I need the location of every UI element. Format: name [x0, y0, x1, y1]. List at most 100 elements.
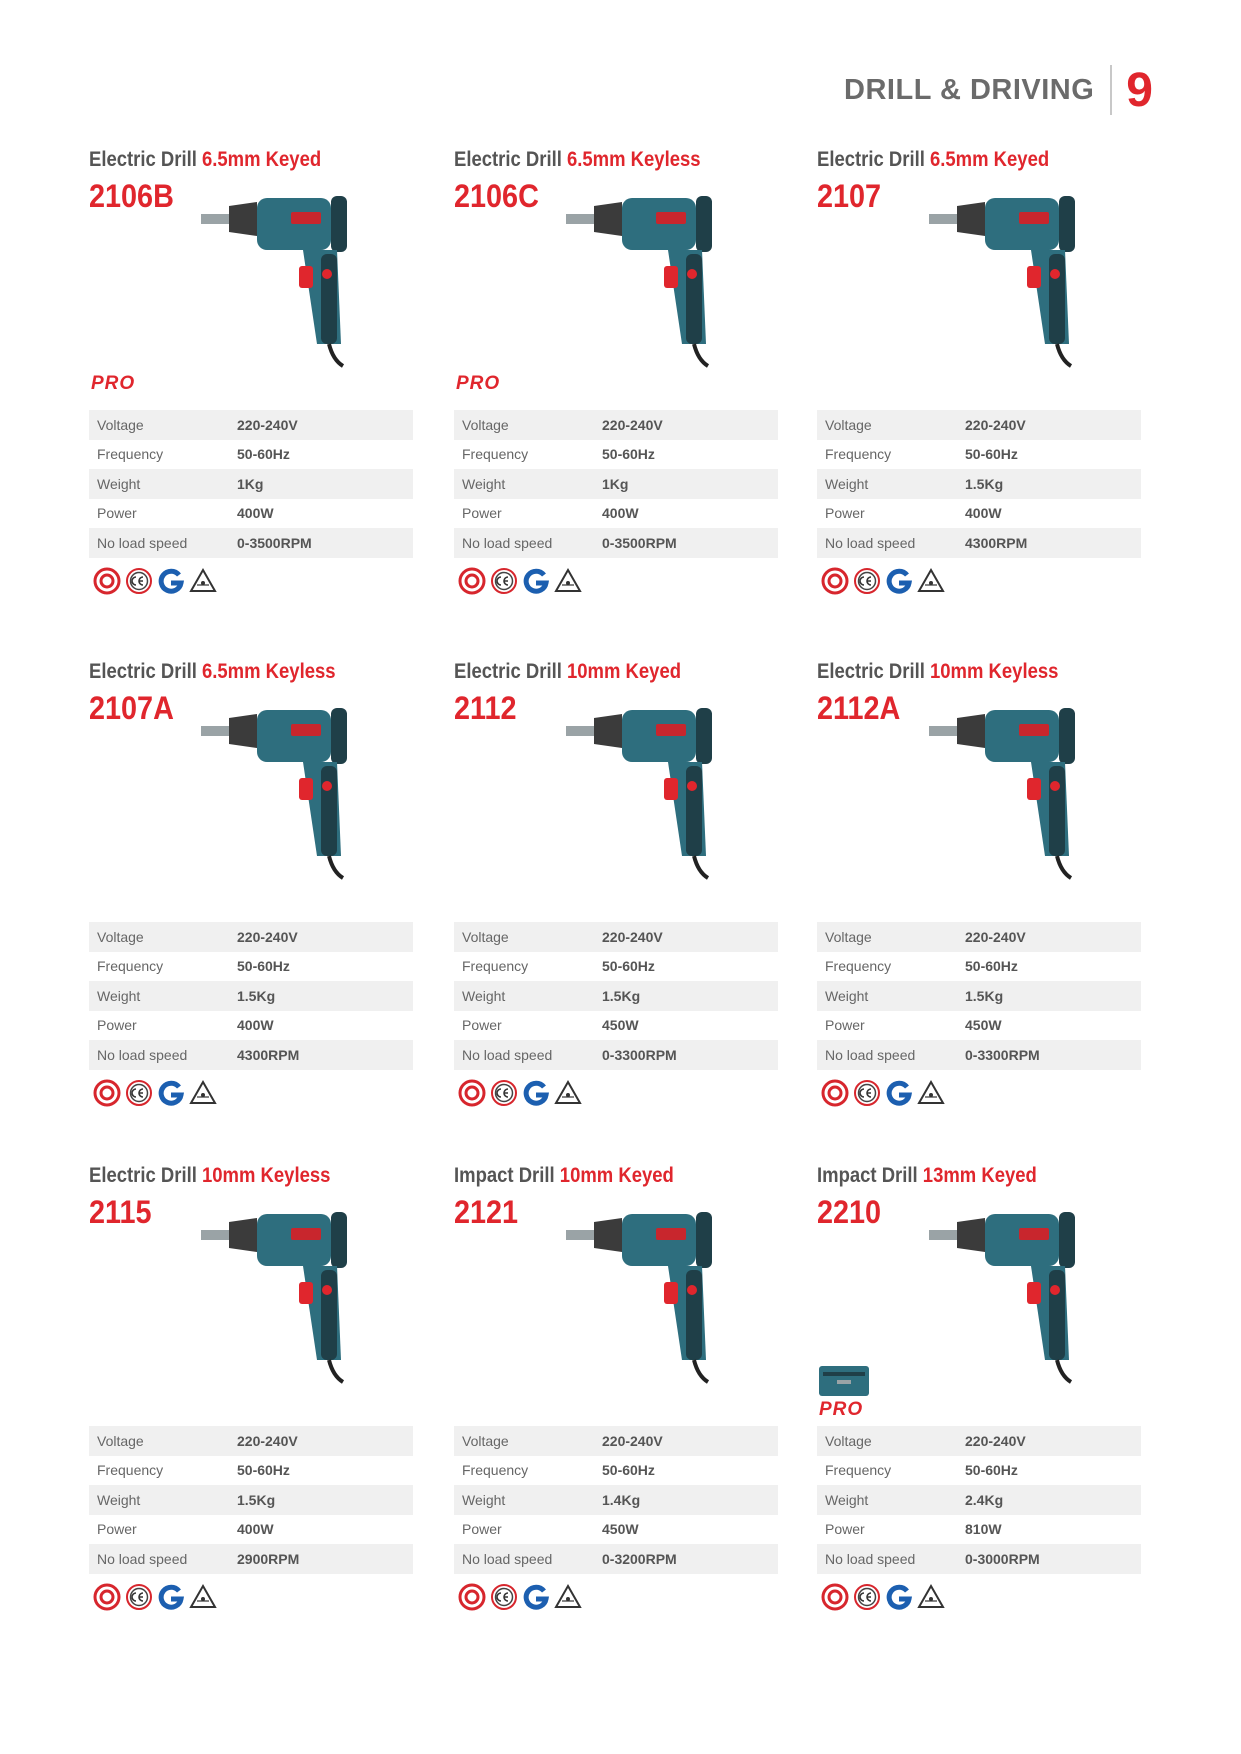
spec-value: 220-240V — [965, 1432, 1026, 1449]
spec-value: 50-60Hz — [602, 958, 655, 975]
spec-value: 220-240V — [965, 416, 1026, 433]
spec-row-frequency: Frequency 50-60Hz — [454, 440, 778, 470]
spec-value: 1Kg — [237, 475, 264, 492]
spec-label: Voltage — [97, 928, 144, 945]
certification-icons — [821, 1078, 945, 1108]
product-spec: 10mm Keyless — [201, 1164, 331, 1187]
spec-label: Voltage — [97, 1432, 144, 1449]
ccc-cert-icon — [93, 1079, 121, 1107]
spec-label: Power — [825, 1017, 865, 1034]
product-spec: 13mm Keyed — [922, 1164, 1037, 1187]
spec-label: Power — [97, 1017, 137, 1034]
product-type: Electric Drill — [817, 660, 925, 683]
spec-label: Frequency — [825, 1462, 892, 1479]
product-spec: 10mm Keyed — [566, 660, 682, 683]
drill-icon — [199, 706, 409, 881]
spec-label: No load speed — [825, 1550, 916, 1567]
g-mark-cert-icon — [158, 568, 185, 594]
spec-value: 50-60Hz — [237, 446, 290, 463]
ccc-cert-icon — [821, 1583, 849, 1611]
spec-table: Voltage 220-240V Frequency 50-60Hz Weight 1.5… — [454, 922, 778, 1070]
spec-value: 50-60Hz — [965, 446, 1018, 463]
spec-row-power: Power 400W — [89, 499, 413, 529]
product-spec: 10mm Keyless — [929, 660, 1059, 683]
spec-value: 810W — [965, 1521, 1002, 1538]
product-model: 2106B — [89, 178, 174, 214]
g-mark-cert-icon — [886, 568, 913, 594]
g-mark-cert-icon — [886, 1584, 913, 1610]
spec-value: 220-240V — [602, 1432, 663, 1449]
spec-label: Weight — [825, 987, 869, 1004]
spec-value: 0-3300RPM — [602, 1046, 677, 1063]
product-title: Electric Drill 10mm Keyless — [89, 1164, 330, 1188]
spec-value: 0-3000RPM — [965, 1550, 1040, 1567]
spec-row-frequency: Frequency 50-60Hz — [454, 1456, 778, 1486]
spec-label: Weight — [97, 475, 141, 492]
ce-cert-icon — [854, 1584, 880, 1610]
product-title: Electric Drill 10mm Keyless — [817, 660, 1058, 684]
spec-label: Power — [825, 505, 865, 522]
certification-icons — [458, 1078, 582, 1108]
spec-row-no-load-speed: No load speed 0-3300RPM — [454, 1040, 778, 1070]
product-card: Impact Drill 10mm Keyed 2121 Voltage 220-24… — [454, 1164, 778, 1634]
spec-table: Voltage 220-240V Frequency 50-60Hz Weight 2.4… — [817, 1426, 1141, 1574]
g-mark-cert-icon — [158, 1080, 185, 1106]
spec-row-power: Power 400W — [817, 499, 1141, 529]
product-model: 2112 — [454, 690, 517, 726]
spec-label: Frequency — [825, 446, 892, 463]
product-title: Impact Drill 13mm Keyed — [817, 1164, 1037, 1188]
spec-label: Voltage — [462, 928, 509, 945]
certification-icons — [458, 566, 582, 596]
spec-value: 0-3300RPM — [965, 1046, 1040, 1063]
spec-value: 450W — [965, 1017, 1002, 1034]
spec-table: Voltage 220-240V Frequency 50-60Hz Weight 1Kg… — [89, 410, 413, 558]
spec-label: Voltage — [97, 416, 144, 433]
spec-row-voltage: Voltage 220-240V — [454, 410, 778, 440]
spec-row-voltage: Voltage 220-240V — [817, 1426, 1141, 1456]
spec-row-frequency: Frequency 50-60Hz — [454, 952, 778, 982]
spec-value: 400W — [237, 1521, 274, 1538]
product-model: 2121 — [454, 1194, 519, 1230]
product-card: Electric Drill 6.5mm Keyed 2106B PRO Voltag… — [89, 148, 413, 618]
svg-text:PRO: PRO — [819, 1399, 863, 1419]
spec-label: Voltage — [825, 416, 872, 433]
product-card: Electric Drill 6.5mm Keyed 2107 Voltage 220… — [817, 148, 1141, 618]
spec-row-power: Power 400W — [89, 1011, 413, 1041]
spec-value: 1.5Kg — [965, 475, 1004, 492]
spec-value: 400W — [237, 1017, 274, 1034]
spec-label: Frequency — [97, 1462, 164, 1479]
product-type: Impact Drill — [454, 1164, 555, 1187]
drill-icon — [199, 1210, 409, 1385]
header-divider — [1110, 65, 1113, 115]
spec-table: Voltage 220-240V Frequency 50-60Hz Weight 1.5… — [89, 922, 413, 1070]
spec-label: Frequency — [825, 958, 892, 975]
spec-row-no-load-speed: No load speed 0-3500RPM — [89, 528, 413, 558]
product-card: Impact Drill 13mm Keyed 2210 PRO Voltage 220… — [817, 1164, 1141, 1634]
vde-cert-icon — [189, 1583, 217, 1608]
product-spec: 6.5mm Keyed — [929, 148, 1050, 171]
spec-value: 220-240V — [237, 416, 298, 433]
spec-value: 220-240V — [602, 928, 663, 945]
ce-cert-icon — [126, 568, 152, 594]
product-title: Impact Drill 10mm Keyed — [454, 1164, 674, 1188]
spec-label: Weight — [462, 987, 506, 1004]
spec-label: Power — [462, 1521, 502, 1538]
product-type: Electric Drill — [454, 148, 562, 171]
drill-icon — [927, 194, 1137, 369]
spec-value: 400W — [602, 505, 639, 522]
product-spec: 10mm Keyed — [559, 1164, 674, 1187]
spec-label: No load speed — [462, 1550, 553, 1567]
spec-label: Voltage — [462, 1432, 509, 1449]
spec-label: Voltage — [825, 928, 872, 945]
product-type: Electric Drill — [89, 148, 197, 171]
g-mark-cert-icon — [886, 1080, 913, 1106]
spec-row-no-load-speed: No load speed 0-3200RPM — [454, 1544, 778, 1574]
product-card: Electric Drill 10mm Keyless 2115 Voltage 22… — [89, 1164, 413, 1634]
spec-value: 0-3500RPM — [237, 534, 312, 551]
certification-icons — [93, 1078, 217, 1108]
pro-badge: PRO — [454, 373, 520, 394]
spec-label: Weight — [97, 987, 141, 1004]
product-spec: 6.5mm Keyless — [201, 660, 336, 683]
certification-icons — [93, 1582, 217, 1612]
spec-row-power: Power 400W — [454, 499, 778, 529]
